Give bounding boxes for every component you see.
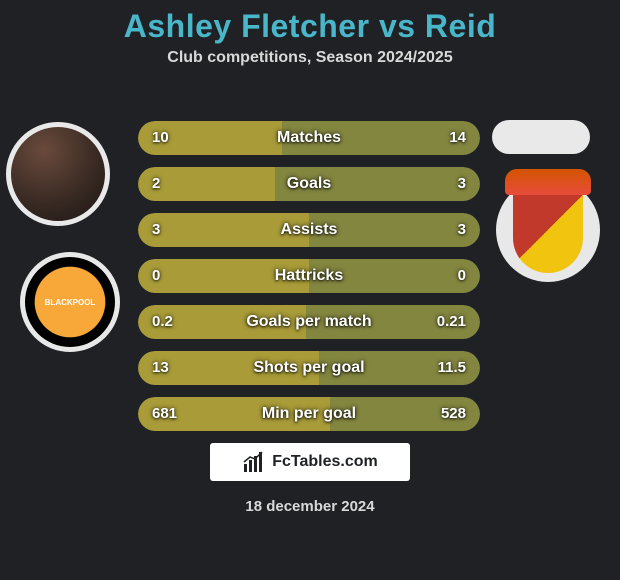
stat-row: 1014Matches	[138, 121, 480, 155]
stat-row: 00Hattricks	[138, 259, 480, 293]
stat-row: 0.20.21Goals per match	[138, 305, 480, 339]
season-subtitle: Club competitions, Season 2024/2025	[0, 49, 620, 67]
stat-label: Goals	[138, 167, 480, 201]
stat-row: 1311.5Shots per goal	[138, 351, 480, 385]
club-a-name: BLACKPOOL	[45, 298, 96, 307]
player-b-club-crest	[496, 178, 600, 282]
stat-row: 23Goals	[138, 167, 480, 201]
stat-label: Matches	[138, 121, 480, 155]
player-a-club-crest: BLACKPOOL	[20, 252, 120, 352]
brand-chart-icon	[242, 450, 266, 474]
player-a-avatar	[6, 122, 110, 226]
player-a-name: Ashley Fletcher	[124, 8, 370, 44]
stat-row: 33Assists	[138, 213, 480, 247]
brand-badge: FcTables.com	[210, 443, 410, 481]
vs-word: vs	[379, 8, 416, 44]
stat-label: Hattricks	[138, 259, 480, 293]
comparison-title: Ashley Fletcher vs Reid	[0, 0, 620, 45]
stat-label: Min per goal	[138, 397, 480, 431]
brand-text: FcTables.com	[272, 453, 378, 471]
player-b-avatar	[492, 120, 590, 154]
stat-row: 681528Min per goal	[138, 397, 480, 431]
stat-label: Assists	[138, 213, 480, 247]
club-crest-inner	[513, 187, 583, 273]
club-crest-inner: BLACKPOOL	[25, 257, 115, 347]
stat-bars-container: 1014Matches 23Goals 33Assists 00Hattricks 0.…	[138, 121, 480, 443]
stat-label: Shots per goal	[138, 351, 480, 385]
stat-label: Goals per match	[138, 305, 480, 339]
snapshot-date: 18 december 2024	[0, 498, 620, 515]
player-b-name: Reid	[425, 8, 496, 44]
